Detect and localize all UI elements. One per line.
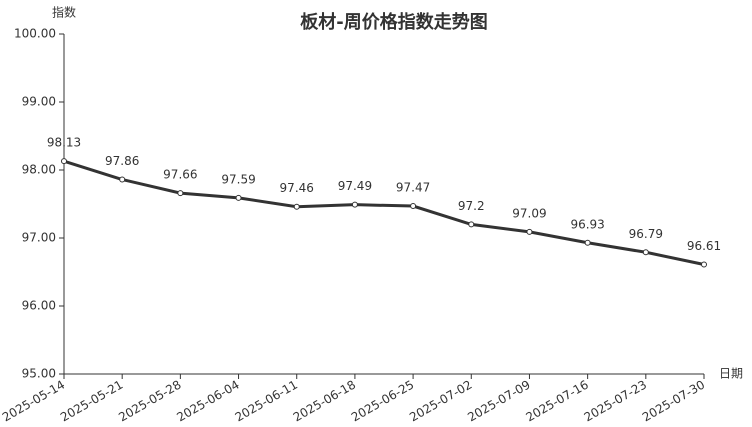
- x-tick-label: 2025-07-16: [523, 378, 590, 425]
- data-label: 97.49: [338, 179, 372, 193]
- x-tick-label: 2025-06-11: [233, 378, 300, 425]
- data-label: 97.09: [512, 206, 546, 220]
- point: [584, 239, 591, 246]
- point: [119, 176, 126, 183]
- data-label: 97.46: [280, 181, 314, 195]
- y-tick-label: 95.00: [22, 367, 56, 381]
- x-tick-label: 2025-06-25: [349, 378, 416, 425]
- data-label: 97.2: [458, 199, 485, 213]
- data-label: 97.59: [221, 172, 255, 186]
- point: [468, 221, 475, 228]
- data-label: 96.79: [629, 227, 663, 241]
- point: [351, 201, 358, 208]
- point: [235, 194, 242, 201]
- data-label: 97.47: [396, 181, 430, 195]
- point: [61, 158, 67, 165]
- x-tick-label: 2025-07-09: [465, 378, 532, 425]
- x-tick-label: 2025-05-14: [0, 378, 67, 425]
- x-tick-label: 2025-05-21: [58, 378, 125, 425]
- x-tick-label: 2025-07-30: [640, 378, 707, 425]
- point: [177, 190, 184, 197]
- data-label: 96.61: [687, 239, 721, 253]
- point: [410, 203, 417, 210]
- x-tick-label: 2025-07-23: [582, 378, 649, 425]
- y-tick-label: 99.00: [22, 95, 56, 109]
- y-tick-label: 97.00: [22, 231, 56, 245]
- y-tick-label: 100.00: [14, 27, 56, 41]
- y-tick-label: 98.00: [22, 163, 56, 177]
- data-label: 98.13: [47, 136, 81, 150]
- data-label: 96.93: [570, 217, 604, 231]
- data-label: 97.86: [105, 154, 139, 168]
- data-label: 97.66: [163, 168, 197, 182]
- point: [701, 261, 707, 268]
- x-tick-label: 2025-06-04: [174, 378, 241, 425]
- y-tick-label: 96.00: [22, 299, 56, 313]
- line: [63, 159, 705, 266]
- x-tick-label: 2025-06-18: [291, 378, 358, 425]
- x-axis-title: 日期: [719, 367, 743, 381]
- x-tick-label: 2025-07-02: [407, 378, 474, 425]
- y-axis-title: 指数: [52, 5, 76, 20]
- point: [526, 228, 533, 235]
- point: [642, 249, 649, 256]
- chart-title: 板材-周价格指数走势图: [300, 11, 487, 33]
- point: [293, 203, 300, 210]
- x-tick-label: 2025-05-28: [116, 378, 183, 425]
